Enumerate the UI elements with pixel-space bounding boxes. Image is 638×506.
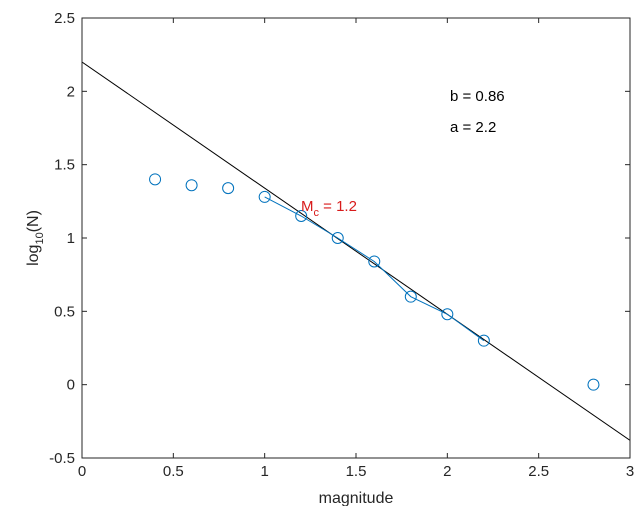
annotation-mc-tail: = 1.2 <box>319 198 357 215</box>
x-tick-label: 1 <box>260 463 268 480</box>
y-tick-label: -0.5 <box>49 450 75 467</box>
fit-line-layer <box>82 61 630 441</box>
y-axis-label-subscript: 10 <box>34 232 46 244</box>
data-point <box>331 232 344 244</box>
y-tick-label: 1.5 <box>54 157 75 174</box>
y-axis-label-tail: (N) <box>25 210 42 232</box>
y-axis-ticks: -0.5 0 0.5 1 1.5 2 2.5 <box>49 10 630 467</box>
x-tick-label: 2 <box>443 463 451 480</box>
annotation-mc-value: Mc = 1.2 <box>301 198 357 219</box>
data-point <box>404 290 417 303</box>
points-layer <box>149 173 600 391</box>
data-point <box>149 173 162 186</box>
x-tick-label: 0.5 <box>163 463 184 480</box>
y-tick-label: 1 <box>67 230 75 247</box>
x-axis-ticks: 0 0.5 1 1.5 2 2.5 3 <box>78 18 634 480</box>
x-axis-label: magnitude <box>319 490 394 506</box>
y-tick-label: 2 <box>67 83 75 100</box>
annotation-mc-subscript: c <box>314 207 320 219</box>
y-axis-label-base: log <box>25 245 42 266</box>
y-tick-label: 0 <box>67 377 75 394</box>
y-tick-label: 2.5 <box>54 10 75 27</box>
annotation-a-value: a = 2.2 <box>450 119 496 136</box>
data-point <box>441 308 454 321</box>
data-point <box>368 255 381 268</box>
x-tick-label: 3 <box>626 463 634 480</box>
data-point <box>295 210 308 222</box>
data-point <box>258 190 271 203</box>
annotation-b-value: b = 0.86 <box>450 88 505 105</box>
x-tick-label: 2.5 <box>528 463 549 480</box>
y-tick-label: 0.5 <box>54 303 75 320</box>
x-tick-label: 0 <box>78 463 86 480</box>
fit-line <box>82 61 630 441</box>
x-tick-label: 1.5 <box>346 463 367 480</box>
data-point <box>185 179 198 192</box>
annotation-mc-base: M <box>301 198 314 215</box>
series-line-layer <box>264 196 485 342</box>
y-axis-label: log10(N) <box>25 210 46 266</box>
data-point <box>587 378 600 391</box>
data-point <box>222 182 235 195</box>
data-point <box>477 334 490 347</box>
fit-range-line <box>264 196 485 342</box>
plot-background <box>82 18 630 458</box>
